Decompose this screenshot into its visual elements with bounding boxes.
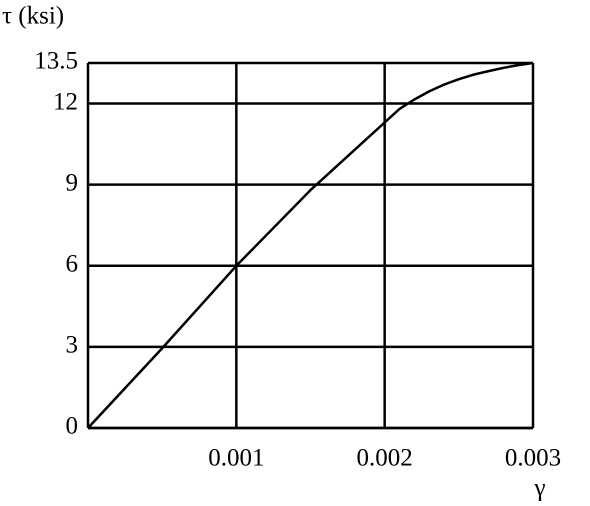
- curve: [87, 61, 534, 429]
- x-axis-label: γ: [533, 475, 545, 502]
- y-tick-label: 9: [66, 169, 79, 196]
- x-tick-label: 0.002: [357, 445, 413, 472]
- x-tick-label: 0.001: [208, 445, 264, 472]
- x-tick-label: 0.003: [505, 445, 561, 472]
- y-tick-label: 13.5: [34, 48, 78, 75]
- y-tick-label: 0: [66, 413, 79, 440]
- y-axis-label: τ (ksi): [2, 3, 64, 30]
- y-tick-label: 12: [53, 88, 78, 115]
- y-tick-label: 3: [66, 332, 79, 359]
- y-tick-label: 6: [66, 251, 79, 278]
